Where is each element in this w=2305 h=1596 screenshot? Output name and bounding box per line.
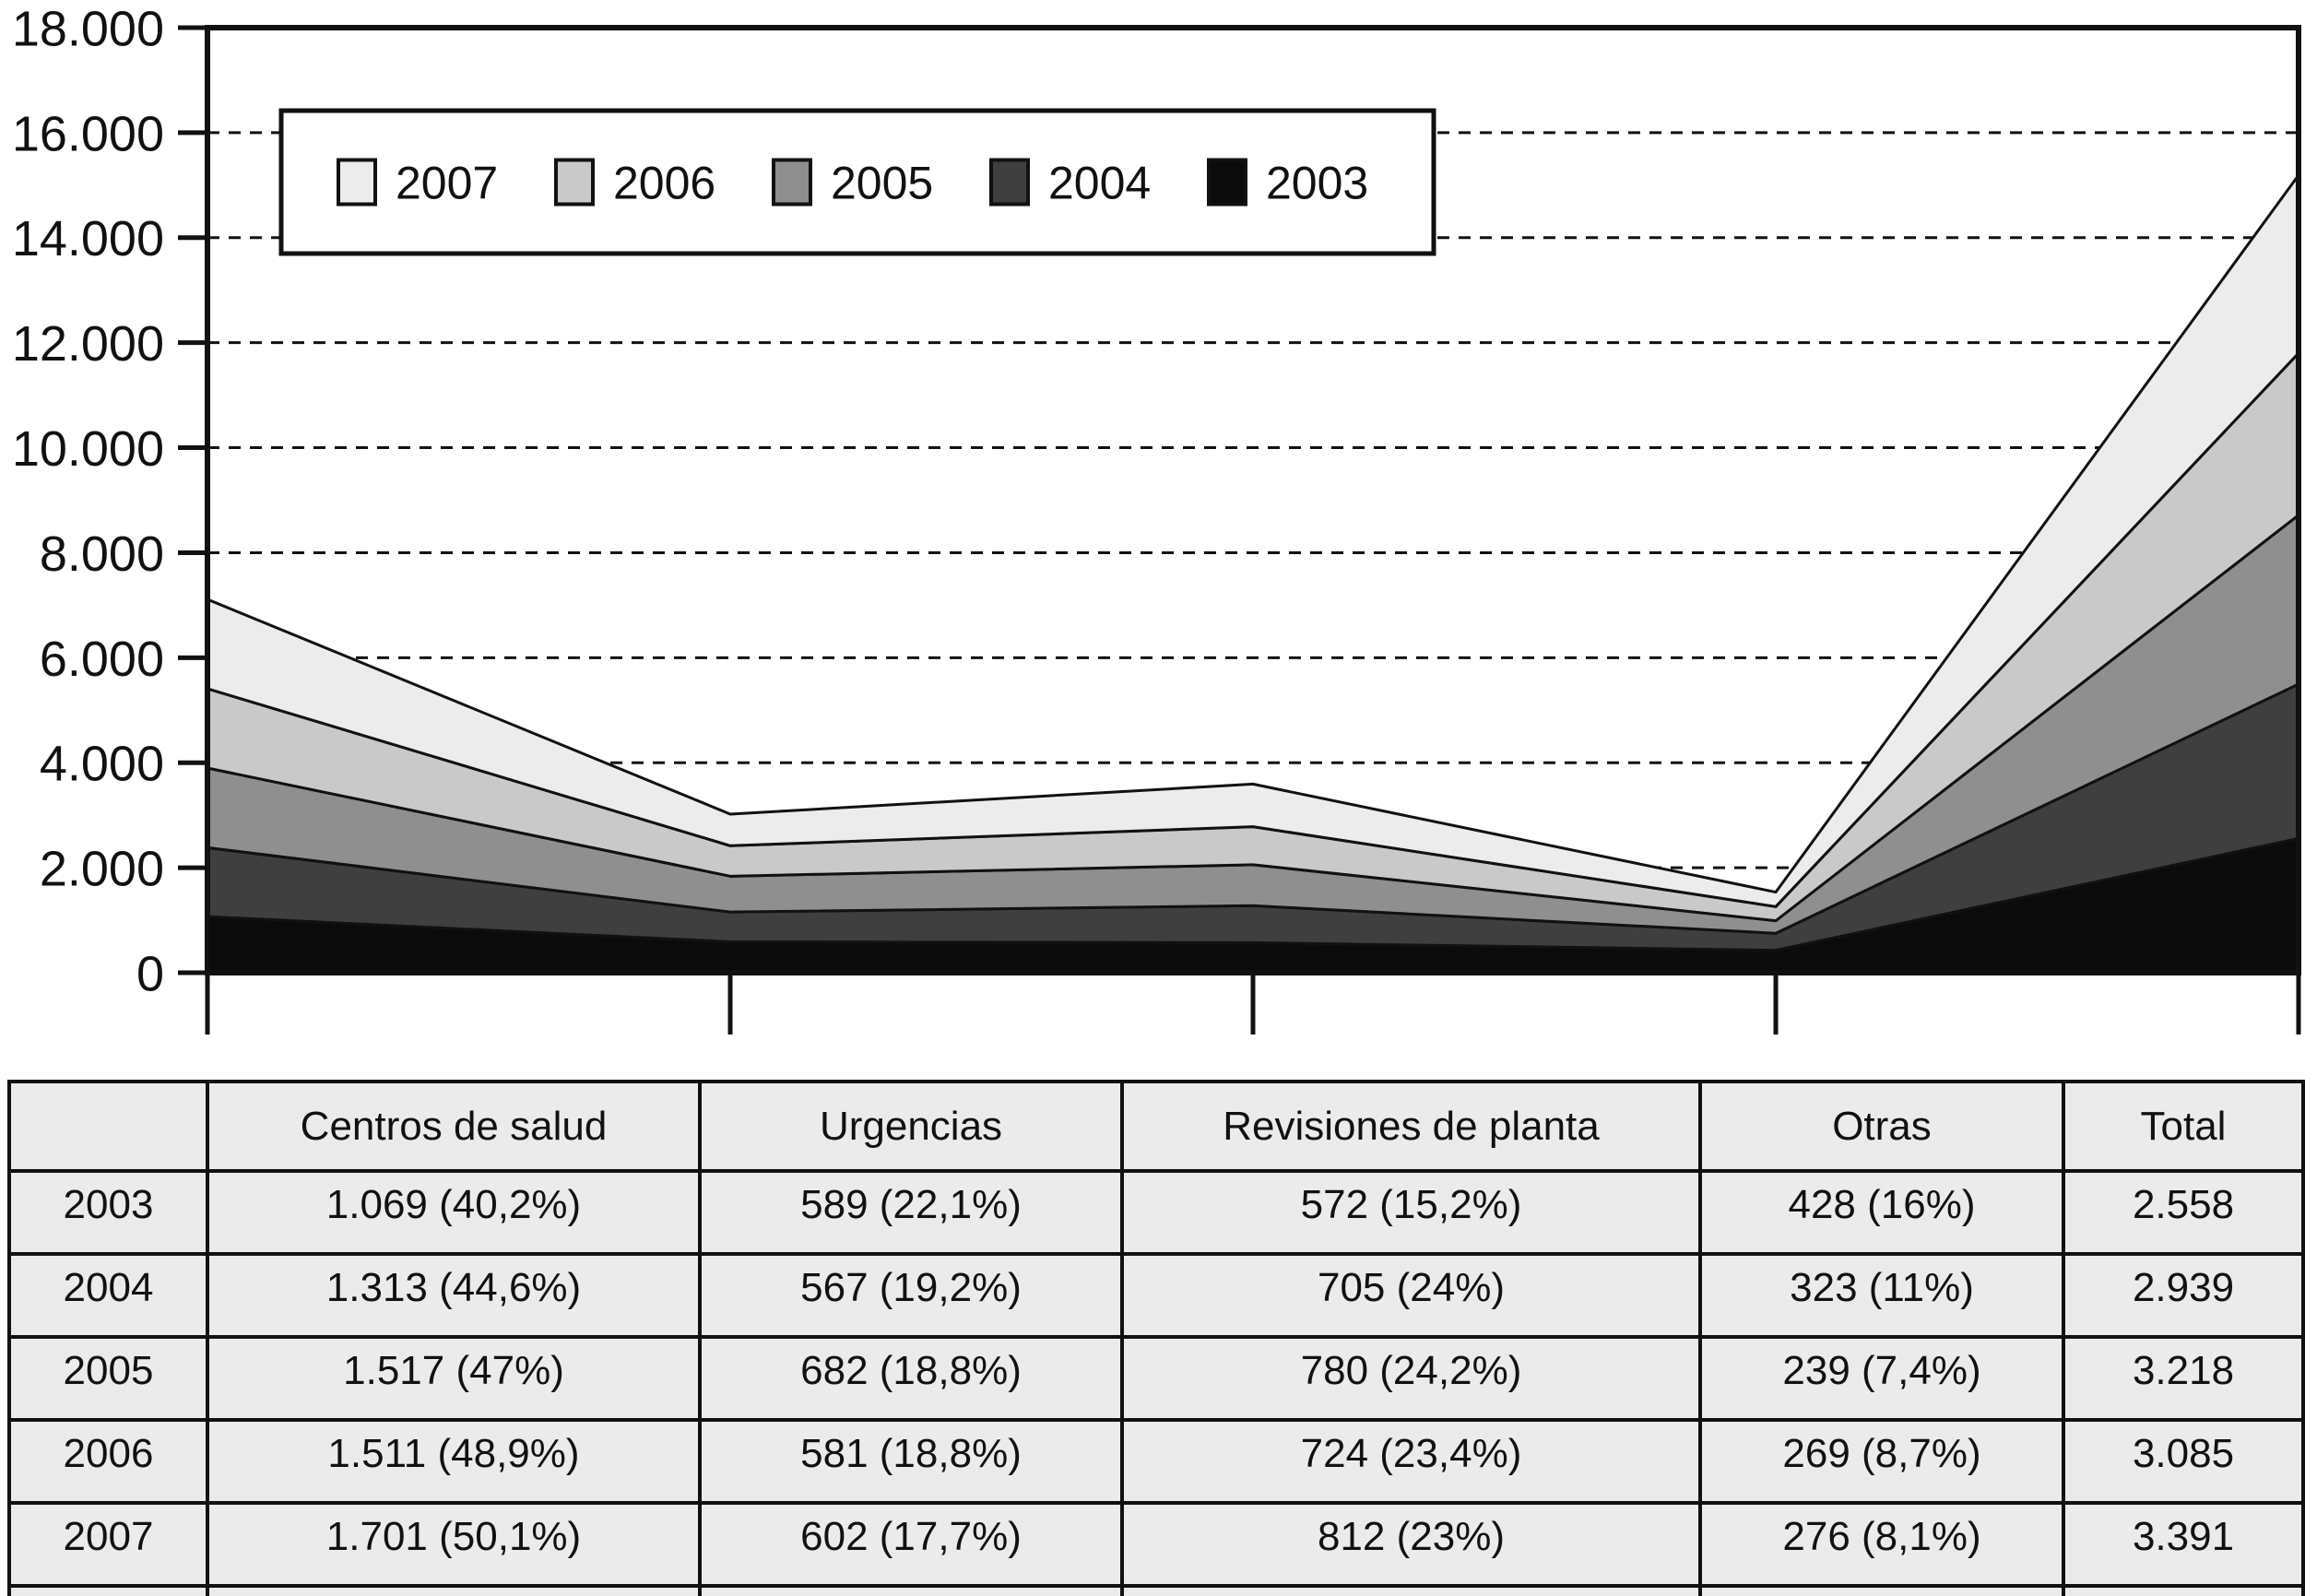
column-header: Revisiones de planta: [1120, 1080, 1702, 1173]
value-cell: 3.391: [2062, 1501, 2305, 1588]
empty-cell: [206, 1584, 702, 1596]
value-cell: 1.313 (44,6%): [206, 1252, 702, 1339]
value-cell: 812 (23%): [1120, 1501, 1702, 1588]
value-cell: 276 (8,1%): [1698, 1501, 2065, 1588]
legend-swatch-2003: [1207, 158, 1247, 207]
y-axis-tick-label: 0: [136, 946, 164, 1001]
year-cell: 2007: [7, 1501, 209, 1588]
empty-cell: [1698, 1584, 2065, 1596]
year-cell: 2006: [7, 1418, 209, 1505]
corner-header-cell: [7, 1080, 209, 1173]
table-row-2003: 2003 1.069 (40,2%) 589 (22,1%) 572 (15,2%) 4…: [7, 1169, 2305, 1256]
legend-label-2007: 2007: [396, 158, 498, 209]
y-axis-tick-label: 10.000: [12, 421, 164, 477]
year-cell: 2005: [7, 1335, 209, 1422]
value-cell: 1.511 (48,9%): [206, 1418, 702, 1505]
legend-swatch-2006: [554, 158, 595, 207]
stacked-area-chart: 18.000 16.000 14.000 12.000 10.000 8.000 6.000…: [12, 1, 2301, 1034]
data-table: Centros de salud Urgencias Revisiones de p…: [7, 1080, 2305, 1596]
value-cell: 3.085: [2062, 1418, 2305, 1505]
value-cell: 1.517 (47%): [206, 1335, 702, 1422]
value-cell: 2.939: [2062, 1252, 2305, 1339]
value-cell: 705 (24%): [1120, 1252, 1702, 1339]
data-table-wrap: Centros de salud Urgencias Revisiones de p…: [7, 1080, 2305, 1596]
table-row-2007: 2007 1.701 (50,1%) 602 (17,7%) 812 (23%) 276…: [7, 1501, 2305, 1588]
value-cell: 323 (11%): [1698, 1252, 2065, 1339]
value-cell: 589 (22,1%): [698, 1169, 1124, 1256]
value-cell: 724 (23,4%): [1120, 1418, 1702, 1505]
legend-swatch-2005: [772, 158, 812, 207]
table-header-row: Centros de salud Urgencias Revisiones de p…: [7, 1080, 2305, 1173]
y-axis-tick-label: 6.000: [40, 632, 164, 687]
y-axis-tick-label: 18.000: [12, 1, 164, 56]
value-cell: 682 (18,8%): [698, 1335, 1124, 1422]
year-cell: 2004: [7, 1252, 209, 1339]
column-header: Urgencias: [698, 1080, 1124, 1173]
table-row-partial: [7, 1584, 2305, 1596]
legend-swatch-2004: [989, 158, 1030, 207]
value-cell: 428 (16%): [1698, 1169, 2065, 1256]
table-row-2005: 2005 1.517 (47%) 682 (18,8%) 780 (24,2%) 239…: [7, 1335, 2305, 1422]
y-axis-tick-label: 4.000: [40, 737, 164, 792]
y-axis-tick-label: 12.000: [12, 316, 164, 372]
empty-cell: [698, 1584, 1124, 1596]
empty-cell: [1120, 1584, 1702, 1596]
y-axis-tick-label: 14.000: [12, 211, 164, 266]
value-cell: 602 (17,7%): [698, 1501, 1124, 1588]
legend-swatch-2007: [337, 158, 377, 207]
value-cell: 1.701 (50,1%): [206, 1501, 702, 1588]
y-axis-tick-label: 2.000: [40, 842, 164, 897]
year-cell: 2003: [7, 1169, 209, 1256]
y-axis-tick-label: 8.000: [40, 526, 164, 582]
value-cell: 567 (19,2%): [698, 1252, 1124, 1339]
column-header: Centros de salud: [206, 1080, 702, 1173]
table-row-2004: 2004 1.313 (44,6%) 567 (19,2%) 705 (24%) 323…: [7, 1252, 2305, 1339]
value-cell: 572 (15,2%): [1120, 1169, 1702, 1256]
chart-canvas: 18.000 16.000 14.000 12.000 10.000 8.000 6.000…: [12, 1, 2301, 1034]
value-cell: 1.069 (40,2%): [206, 1169, 702, 1256]
empty-cell: [7, 1584, 209, 1596]
legend-label-2006: 2006: [613, 158, 715, 209]
value-cell: 239 (7,4%): [1698, 1335, 2065, 1422]
table-row-2006: 2006 1.511 (48,9%) 581 (18,8%) 724 (23,4%) 2…: [7, 1418, 2305, 1505]
legend-label-2003: 2003: [1266, 158, 1368, 209]
value-cell: 581 (18,8%): [698, 1418, 1124, 1505]
value-cell: 269 (8,7%): [1698, 1418, 2065, 1505]
value-cell: 2.558: [2062, 1169, 2305, 1256]
y-axis-tick-label: 16.000: [12, 106, 164, 161]
legend-label-2005: 2005: [831, 158, 933, 209]
empty-cell: [2062, 1584, 2305, 1596]
column-header: Total: [2062, 1080, 2305, 1173]
value-cell: 3.218: [2062, 1335, 2305, 1422]
legend-label-2004: 2004: [1048, 158, 1151, 209]
column-header: Otras: [1698, 1080, 2065, 1173]
value-cell: 780 (24,2%): [1120, 1335, 1702, 1422]
